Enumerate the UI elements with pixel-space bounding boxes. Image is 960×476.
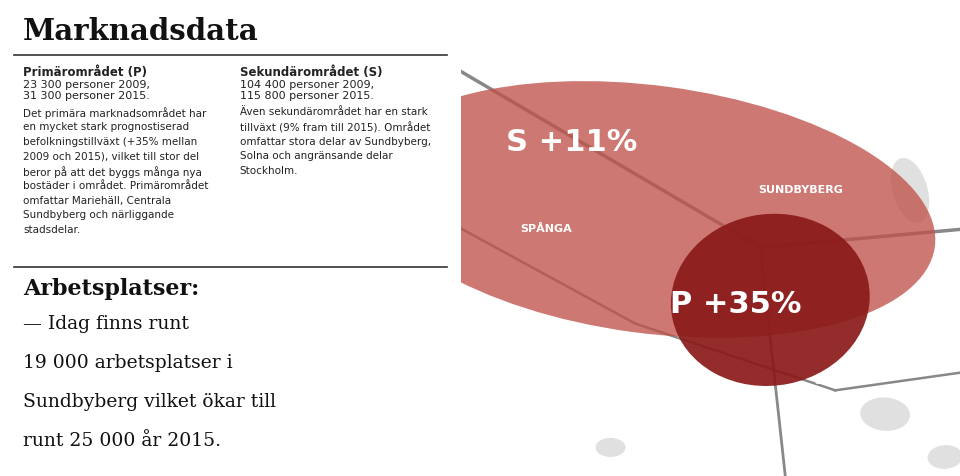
Text: en mycket stark prognostiserad: en mycket stark prognostiserad	[23, 122, 189, 132]
Text: tillväxt (9% fram till 2015). Området: tillväxt (9% fram till 2015). Området	[240, 122, 430, 133]
Text: KISTA: KISTA	[700, 41, 740, 54]
Text: S +11%: S +11%	[506, 129, 637, 157]
Text: VÄLLINGBY: VÄLLINGBY	[491, 376, 560, 386]
Ellipse shape	[891, 158, 929, 223]
Text: Det primära marknadsområdet har: Det primära marknadsområdet har	[23, 107, 206, 119]
Text: runt 25 000 år 2015.: runt 25 000 år 2015.	[23, 432, 221, 450]
Text: 23 300 personer 2009,: 23 300 personer 2009,	[23, 80, 150, 90]
Text: Sekundärområdet (S): Sekundärområdet (S)	[240, 66, 382, 79]
Text: stadsdelar.: stadsdelar.	[23, 225, 81, 235]
Text: 19 000 arbetsplatser i: 19 000 arbetsplatser i	[23, 354, 232, 372]
Text: Solna och angränsande delar: Solna och angränsande delar	[240, 151, 393, 161]
Text: 2009 och 2015), vilket till stor del: 2009 och 2015), vilket till stor del	[23, 151, 199, 161]
Text: — Idag finns runt: — Idag finns runt	[23, 315, 189, 333]
Text: omfattar stora delar av Sundbyberg,: omfattar stora delar av Sundbyberg,	[240, 137, 431, 147]
Ellipse shape	[595, 438, 626, 457]
Text: 104 400 personer 2009,: 104 400 personer 2009,	[240, 80, 373, 90]
Text: Stockholm.: Stockholm.	[240, 166, 299, 176]
Text: 115 800 personer 2015.: 115 800 personer 2015.	[240, 91, 373, 101]
Text: Sundbyberg och närliggande: Sundbyberg och närliggande	[23, 210, 174, 220]
Text: SUNDBYBERG: SUNDBYBERG	[757, 185, 843, 196]
Text: omfattar Mariehäll, Centrala: omfattar Mariehäll, Centrala	[23, 196, 171, 206]
Text: Marknadsdata: Marknadsdata	[23, 17, 259, 46]
Text: Primärområdet (P): Primärområdet (P)	[23, 66, 147, 79]
Text: SOLNA: SOLNA	[814, 376, 856, 386]
Ellipse shape	[927, 445, 960, 469]
Text: beror på att det byggs många nya: beror på att det byggs många nya	[23, 166, 202, 178]
Text: Sundbyberg vilket ökar till: Sundbyberg vilket ökar till	[23, 393, 276, 411]
Text: Arbetsplatser:: Arbetsplatser:	[23, 278, 200, 300]
Text: 31 300 personer 2015.: 31 300 personer 2015.	[23, 91, 150, 101]
Ellipse shape	[366, 81, 935, 338]
Text: P +35%: P +35%	[670, 290, 801, 319]
Text: Även sekundärområdet har en stark: Även sekundärområdet har en stark	[240, 107, 427, 117]
Text: befolkningstillväxt (+35% mellan: befolkningstillväxt (+35% mellan	[23, 137, 198, 147]
Text: bostäder i området. Primärområdet: bostäder i området. Primärområdet	[23, 181, 208, 191]
Ellipse shape	[860, 397, 910, 431]
Ellipse shape	[671, 214, 870, 386]
Text: SPÅNGA: SPÅNGA	[519, 223, 571, 234]
